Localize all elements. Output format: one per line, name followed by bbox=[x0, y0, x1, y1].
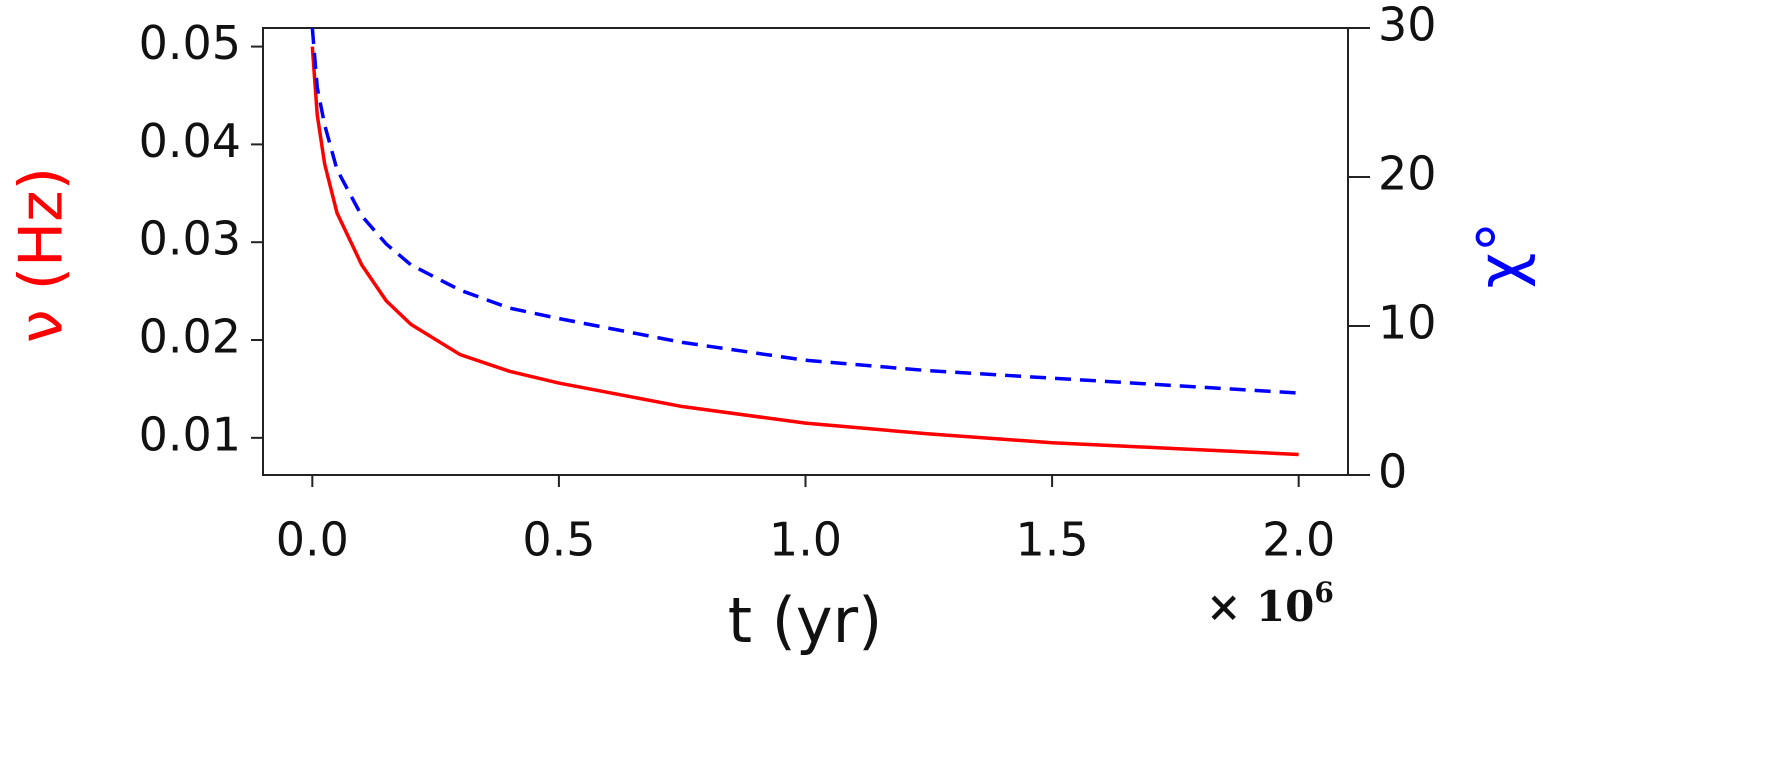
y-tick-label: 0.03 bbox=[139, 212, 241, 266]
y-tick-label: 0.04 bbox=[139, 114, 241, 168]
plot-frame bbox=[262, 27, 1349, 476]
y2-tick-label: 30 bbox=[1378, 0, 1437, 52]
y-tick-label: 0.02 bbox=[139, 310, 241, 364]
series-line bbox=[310, 27, 1299, 395]
multiplier-base: × 10 bbox=[1206, 582, 1314, 631]
x-axis-label: t (yr) bbox=[728, 584, 883, 657]
multiplier-exponent: 6 bbox=[1314, 576, 1333, 609]
y2-tick-label: 0 bbox=[1378, 445, 1407, 499]
x-multiplier: × 106 bbox=[1206, 576, 1334, 632]
y-axis-label: ν (Hz) bbox=[7, 167, 77, 343]
y2-tick-label: 10 bbox=[1378, 296, 1437, 350]
y2-axis-label: χ° bbox=[1464, 222, 1537, 289]
x-tick-label: 0.5 bbox=[522, 513, 595, 567]
x-tick-label: 0.0 bbox=[276, 513, 349, 567]
series-line bbox=[310, 46, 1299, 457]
y2-tick-label: 20 bbox=[1378, 147, 1437, 201]
x-tick-label: 1.0 bbox=[769, 513, 842, 567]
x-tick-label: 1.5 bbox=[1016, 513, 1089, 567]
x-tick-label: 2.0 bbox=[1262, 513, 1335, 567]
y-tick-label: 0.01 bbox=[139, 407, 241, 461]
y-tick-label: 0.05 bbox=[139, 16, 241, 70]
